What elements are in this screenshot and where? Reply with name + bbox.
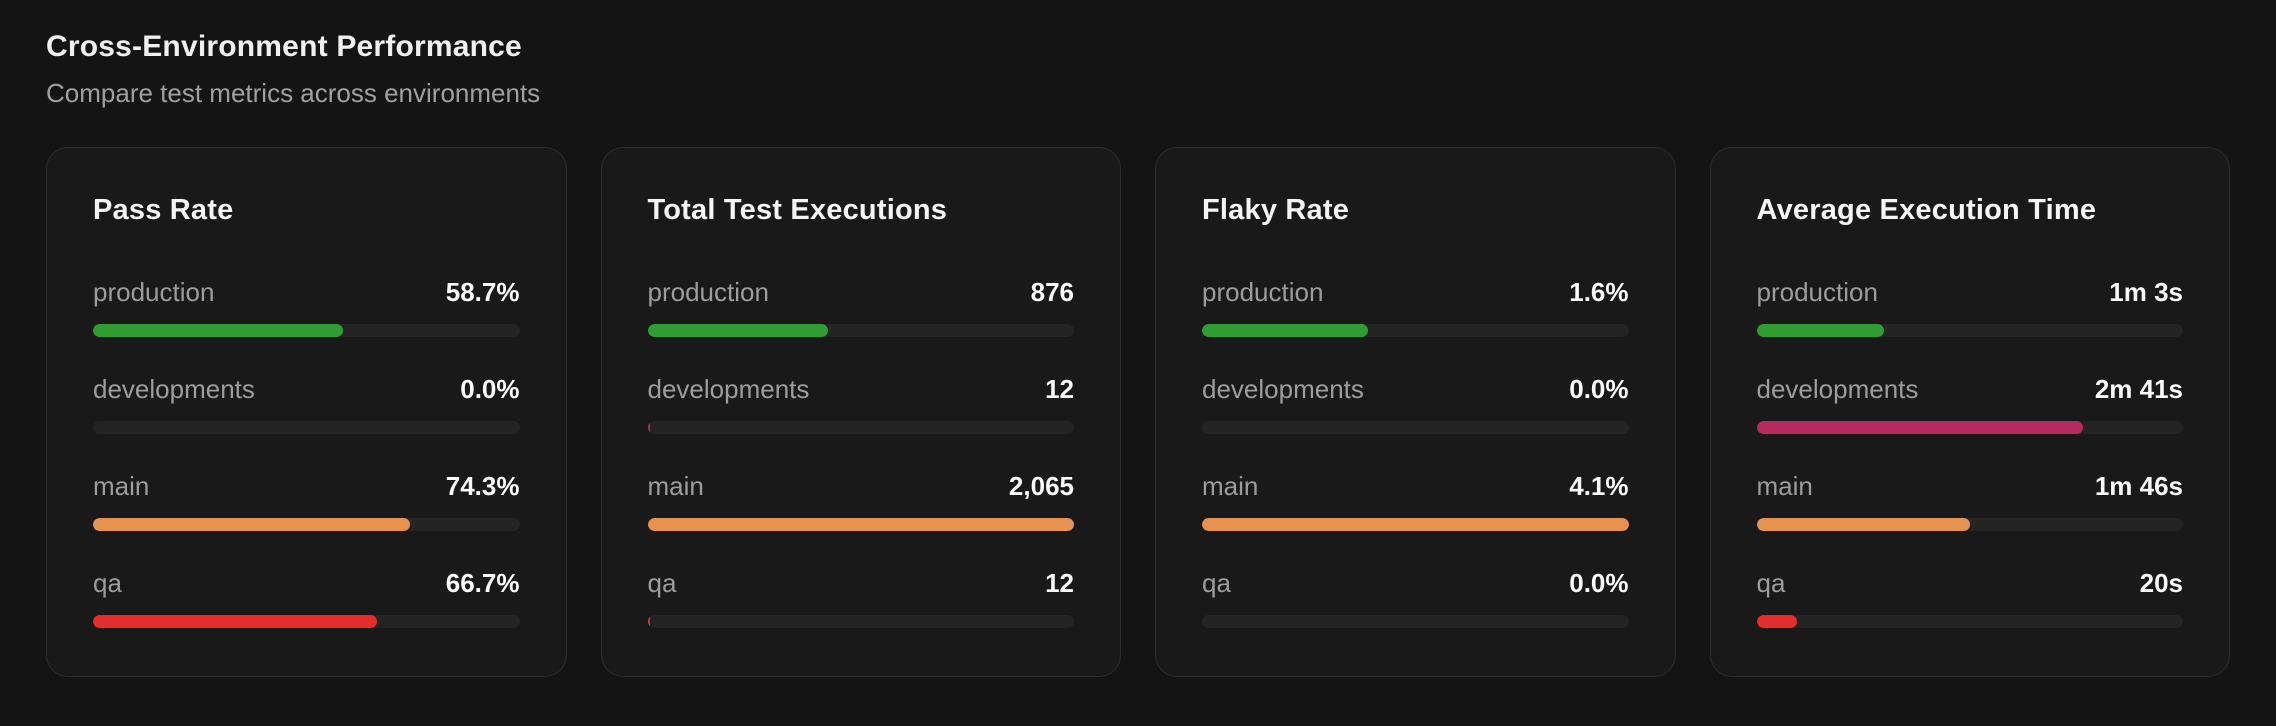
card-title: Total Test Executions (647, 194, 948, 226)
progress-track (1756, 518, 2183, 531)
progress-track (1202, 518, 1629, 531)
metric-value: 1m 46s (2094, 471, 2183, 501)
metric-row-qa: qa 66.7% (93, 568, 520, 628)
metric-value: 1.6% (1569, 277, 1629, 307)
metric-value: 0.0% (1569, 568, 1629, 598)
metric-row-production: production 1m 3s (1756, 277, 2183, 337)
env-label: developments (93, 374, 255, 404)
card-flaky-rate: Flaky Rate production 1.6% developments … (1155, 147, 1676, 677)
metric-row-developments: developments 2m 41s (1756, 374, 2183, 434)
progress-fill (647, 518, 1074, 531)
card-title: Average Execution Time (1756, 194, 2097, 226)
progress-fill (93, 615, 378, 628)
card-total-test-executions: Total Test Executions production 876 dev… (600, 147, 1121, 677)
metric-value: 2,065 (1008, 471, 1074, 501)
progress-fill (1756, 421, 2084, 434)
env-label: production (1202, 277, 1324, 307)
metric-row-qa: qa 20s (1756, 568, 2183, 628)
page-title: Cross-Environment Performance (46, 30, 522, 63)
metric-row-main: main 4.1% (1202, 471, 1629, 531)
progress-track (647, 518, 1074, 531)
metric-value: 12 (1045, 374, 1074, 404)
metric-value: 66.7% (445, 568, 520, 598)
progress-track (647, 615, 1074, 628)
metric-value: 2m 41s (2094, 374, 2183, 404)
env-label: qa (1756, 568, 1786, 598)
progress-track (93, 615, 520, 628)
env-label: production (1756, 277, 1878, 307)
progress-track (1756, 615, 2183, 628)
env-label: developments (1202, 374, 1364, 404)
progress-track (93, 421, 520, 434)
metric-row-main: main 74.3% (93, 471, 520, 531)
env-label: qa (93, 568, 122, 598)
metric-value: 0.0% (460, 374, 520, 404)
metric-value: 876 (1030, 277, 1074, 307)
env-label: qa (647, 568, 677, 598)
progress-track (1202, 324, 1629, 337)
cross-environment-dashboard: Cross-Environment Performance Compare te… (46, 30, 2230, 677)
metric-value: 0.0% (1569, 374, 1629, 404)
metric-row-main: main 2,065 (647, 471, 1074, 531)
metric-row-production: production 876 (647, 277, 1074, 337)
metric-value: 1m 3s (2109, 277, 2183, 307)
env-label: qa (1202, 568, 1231, 598)
progress-fill (647, 421, 651, 434)
metric-value: 12 (1045, 568, 1074, 598)
env-label: production (93, 277, 215, 307)
progress-track (647, 421, 1074, 434)
env-label: main (647, 471, 704, 501)
progress-fill (93, 324, 344, 337)
progress-track (1202, 615, 1629, 628)
progress-fill (1756, 615, 1798, 628)
progress-fill (1202, 518, 1629, 531)
metric-row-production: production 58.7% (93, 277, 520, 337)
metric-cards-grid: Pass Rate production 58.7% developments … (46, 147, 2230, 677)
page-subtitle: Compare test metrics across environments (46, 78, 541, 108)
metric-row-developments: developments 0.0% (93, 374, 520, 434)
env-label: main (1756, 471, 1813, 501)
env-label: main (1202, 471, 1259, 501)
env-label: developments (647, 374, 810, 404)
progress-fill (647, 615, 651, 628)
progress-track (647, 324, 1074, 337)
metric-row-developments: developments 12 (647, 374, 1074, 434)
metric-value: 74.3% (445, 471, 520, 501)
env-label: main (93, 471, 150, 501)
env-label: production (647, 277, 769, 307)
env-label: developments (1756, 374, 1919, 404)
metric-value: 20s (2139, 568, 2183, 598)
progress-fill (93, 518, 410, 531)
progress-track (1756, 421, 2183, 434)
card-title: Flaky Rate (1202, 194, 1350, 226)
progress-fill (1756, 518, 1970, 531)
metric-row-production: production 1.6% (1202, 277, 1629, 337)
progress-track (93, 324, 520, 337)
metric-row-developments: developments 0.0% (1202, 374, 1629, 434)
progress-track (1756, 324, 2183, 337)
progress-track (93, 518, 520, 531)
metric-value: 58.7% (445, 277, 520, 307)
card-title: Pass Rate (93, 194, 234, 226)
progress-track (1202, 421, 1629, 434)
metric-row-main: main 1m 46s (1756, 471, 2183, 531)
metric-row-qa: qa 0.0% (1202, 568, 1629, 628)
progress-fill (1756, 324, 1885, 337)
card-pass-rate: Pass Rate production 58.7% developments … (46, 147, 567, 677)
card-average-execution-time: Average Execution Time production 1m 3s … (1709, 147, 2230, 677)
metric-row-qa: qa 12 (647, 568, 1074, 628)
progress-fill (647, 324, 829, 337)
metric-value: 4.1% (1569, 471, 1629, 501)
progress-fill (1202, 324, 1369, 337)
